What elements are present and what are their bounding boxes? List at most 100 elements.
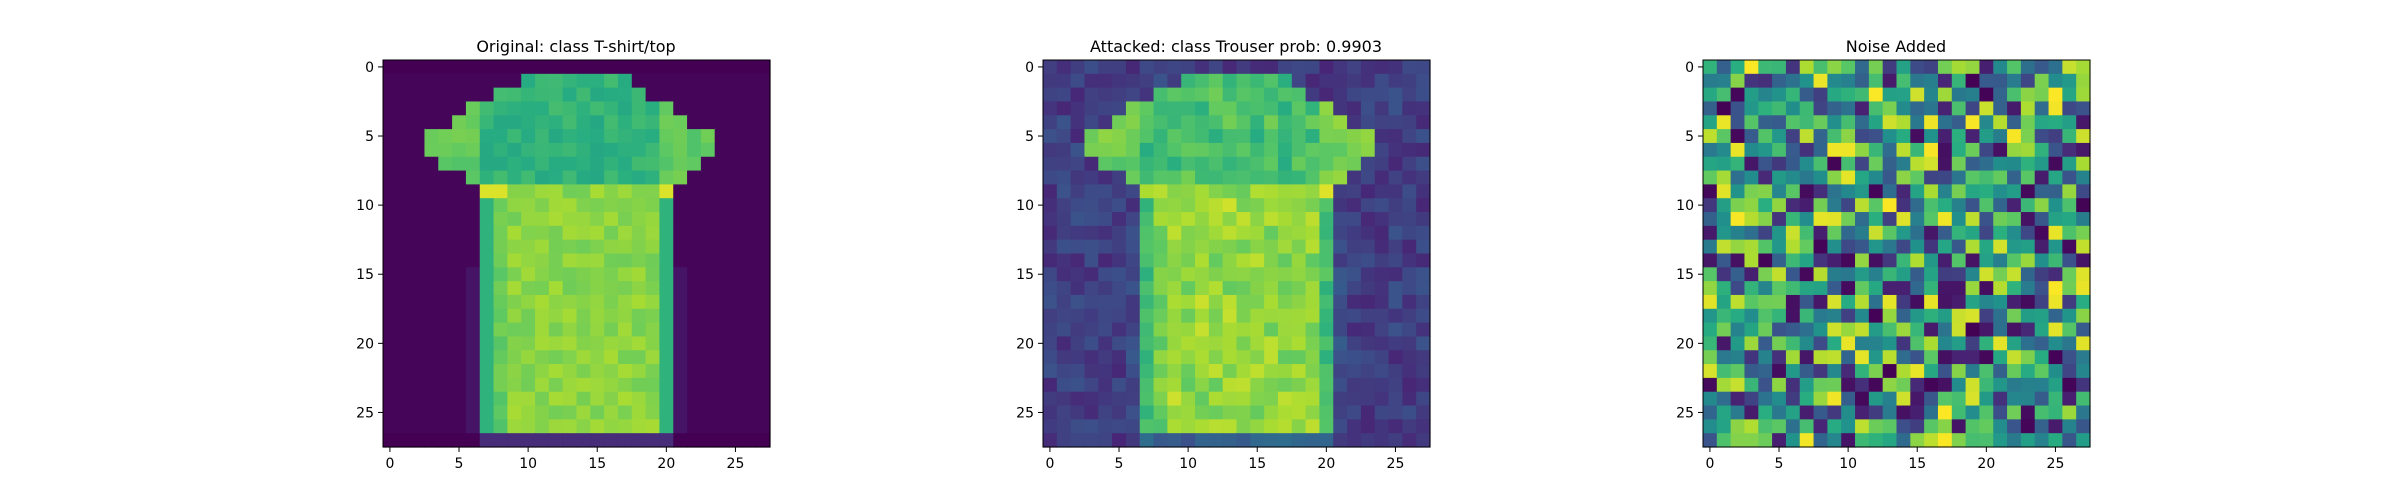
heatmap-cell (1758, 142, 1773, 158)
heatmap-cell (1924, 405, 1939, 420)
heatmap-cell (1043, 405, 1058, 420)
heatmap-cell (1882, 405, 1898, 420)
heatmap-cell (1098, 212, 1113, 227)
heatmap-cell (1277, 73, 1293, 89)
heatmap-cell (576, 184, 591, 199)
heatmap-cell (535, 377, 550, 393)
heatmap-cell (1195, 419, 1210, 434)
heatmap-cell (1277, 212, 1293, 227)
heatmap-cell (465, 377, 481, 393)
heatmap-cell (1277, 364, 1293, 379)
heatmap-cell (1924, 281, 1939, 296)
heatmap-cell (2076, 322, 2091, 338)
heatmap-cell (507, 377, 522, 393)
heatmap-cell (1716, 212, 1732, 227)
heatmap-cell (1291, 225, 1307, 241)
heatmap-cell (1153, 129, 1168, 144)
heatmap-cell (1827, 239, 1842, 255)
heatmap-cell (659, 170, 674, 185)
heatmap-cell (452, 391, 467, 407)
heatmap-cell (2076, 239, 2091, 255)
heatmap-cell (1910, 433, 1925, 448)
heatmap-cell (1758, 225, 1773, 241)
heatmap-cell (396, 336, 412, 351)
heatmap-cell (493, 267, 508, 282)
heatmap-cell (1402, 115, 1417, 130)
heatmap-cell (1347, 336, 1362, 351)
heatmap-cell (1937, 239, 1953, 255)
heatmap-cell (700, 225, 716, 241)
heatmap-cell (1772, 267, 1787, 282)
heatmap-cell (1979, 60, 1994, 75)
heatmap-cell (2076, 377, 2091, 393)
heatmap-cell (1277, 156, 1293, 172)
heatmap-cell (728, 225, 743, 241)
heatmap-cell (383, 322, 398, 338)
heatmap-cell (1868, 184, 1884, 199)
heatmap-cell (1388, 294, 1403, 310)
heatmap-cell (631, 184, 647, 199)
heatmap-cell (1896, 405, 1911, 420)
heatmap-cell (1730, 198, 1746, 213)
heatmap-cell (1841, 198, 1856, 213)
heatmap-cell (1291, 253, 1307, 268)
heatmap-cell (535, 73, 550, 89)
heatmap-cell (1924, 239, 1939, 255)
heatmap-cell (521, 101, 536, 116)
heatmap-cell (1882, 391, 1898, 407)
heatmap-cell (1868, 170, 1884, 185)
heatmap-cell (1979, 142, 1994, 158)
heatmap-cell (1264, 364, 1279, 379)
heatmap-cell (1208, 129, 1224, 144)
heatmap-cell (617, 142, 633, 158)
heatmap-cell (673, 170, 688, 185)
heatmap-cell (2007, 419, 2022, 434)
heatmap-cell (1841, 281, 1856, 296)
heatmap-cell (1374, 405, 1390, 420)
heatmap-cell (1937, 170, 1953, 185)
heatmap-cell (1291, 281, 1307, 296)
heatmap-cell (1250, 433, 1265, 448)
heatmap-cell (1043, 212, 1058, 227)
x-tick-label: 5 (1775, 456, 1784, 472)
heatmap-cell (1882, 170, 1898, 185)
heatmap-cell (1319, 73, 1334, 89)
heatmap-cell (1730, 391, 1746, 407)
heatmap-cell (1882, 294, 1898, 310)
heatmap-cell (1416, 377, 1431, 393)
heatmap-cell (1333, 391, 1348, 407)
heatmap-cell (617, 405, 633, 420)
heatmap-cell (1868, 253, 1884, 268)
heatmap-cell (700, 294, 716, 310)
heatmap-cell (1993, 308, 2008, 324)
heatmap-cell (1744, 87, 1759, 103)
heatmap-cell (604, 267, 619, 282)
heatmap-cell (1716, 253, 1732, 268)
heatmap-cell (507, 60, 522, 75)
heatmap-cell (1167, 101, 1182, 116)
heatmap-cell (1951, 267, 1967, 282)
heatmap-cell (1084, 101, 1099, 116)
heatmap-cell (1730, 294, 1746, 310)
heatmap-cell (2020, 212, 2036, 227)
heatmap-cell (1813, 267, 1828, 282)
heatmap-cell (1979, 391, 1994, 407)
heatmap-cell (424, 212, 439, 227)
heatmap-cell (1181, 350, 1196, 365)
heatmap-cell (1236, 87, 1251, 103)
heatmap-cell (1319, 322, 1334, 338)
heatmap-cell (1799, 239, 1815, 255)
heatmap-cell (2076, 115, 2091, 130)
heatmap-cell (1703, 142, 1718, 158)
heatmap-cell (1360, 405, 1376, 420)
heatmap-cell (1056, 212, 1072, 227)
heatmap-cell (1813, 129, 1828, 144)
heatmap-cell (2048, 87, 2063, 103)
heatmap-cell (438, 87, 453, 103)
heatmap-cell (645, 225, 661, 241)
heatmap-cell (396, 142, 412, 158)
heatmap-cell (396, 198, 412, 213)
heatmap-cell (1084, 129, 1099, 144)
heatmap-cell (756, 391, 771, 407)
heatmap-cell (687, 170, 702, 185)
